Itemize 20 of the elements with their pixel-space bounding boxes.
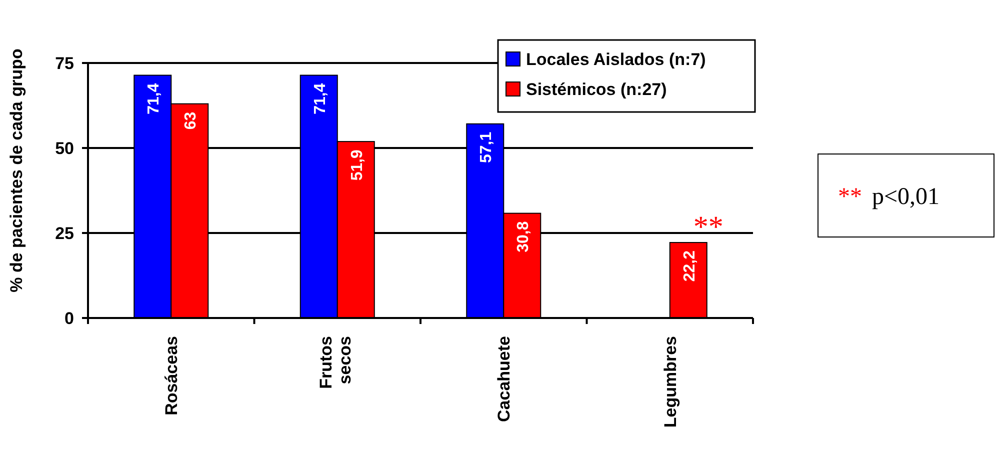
y-tick-label: 75 [55,54,74,73]
x-tick-label: Rosáceas [162,336,182,416]
y-tick-label: 50 [55,139,74,158]
y-tick-label: 25 [55,224,74,243]
data-label: 71,4 [312,83,329,114]
x-tick-label: Cacahuete [494,336,514,422]
y-axis-title: % de pacientes de cada grupo [7,48,26,292]
x-tick-label: Legumbres [660,336,680,428]
text: ** p<0,01 [838,184,940,210]
data-label: 63 [182,112,200,130]
data-label: 57,1 [478,132,496,163]
annotation: ** [693,210,724,244]
legend-label: Sistémicos (n:27) [526,80,667,99]
data-label: 22,2 [681,250,698,282]
y-tick-label: 0 [64,309,74,328]
data-label: 30,8 [515,221,532,252]
data-label: 71,4 [146,83,163,114]
legend-label: Locales Aislados (n:7) [526,50,706,69]
data-label: 51,9 [348,149,366,181]
x-tick-label: Frutos secos [316,336,354,389]
